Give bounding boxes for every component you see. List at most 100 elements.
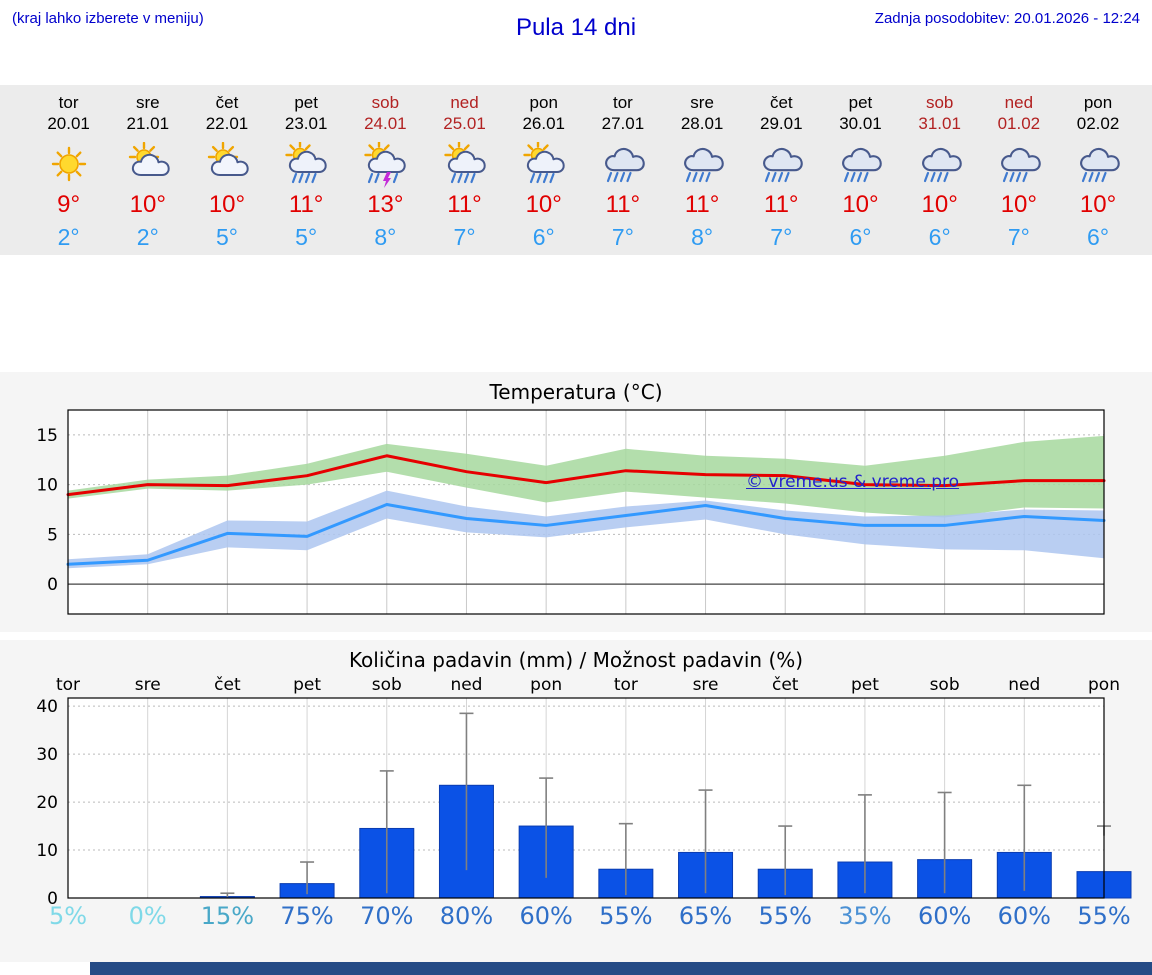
sun-cloud-storm-icon — [357, 139, 413, 188]
day-date: 21.01 — [126, 114, 170, 134]
svg-text:40: 40 — [36, 697, 58, 717]
location-hint: (kraj lahko izberete v meniju) — [12, 10, 204, 27]
precipitation-chart: tor sre čet pet sob ned pon tor sre čet pet sob ned p… — [36, 675, 1132, 930]
partly-cloudy-icon — [120, 141, 176, 188]
forecast-strip: tor 20.01 9° 2° sre 21.01 10° 2° čet 22.01 10° 5° pe… — [0, 85, 1152, 255]
precip-probability: 60% — [998, 902, 1051, 930]
day-name: sob — [925, 93, 954, 112]
precip-probability: 75% — [280, 902, 333, 930]
day-tmax: 10° — [208, 190, 246, 218]
header: (kraj lahko izberete v meniju) Pula 14 d… — [0, 6, 1152, 42]
day-date: 23.01 — [284, 114, 328, 134]
day-tmax: 11° — [684, 190, 720, 218]
day-tmax: 13° — [367, 190, 404, 218]
day-column: sob 24.01 13° 8° — [346, 85, 425, 255]
day-date: 31.01 — [918, 114, 961, 134]
day-date: 20.01 — [47, 114, 90, 134]
precip-probability: 60% — [918, 902, 971, 930]
day-date: 02.02 — [1076, 114, 1120, 134]
day-column: tor 27.01 11° 7° — [583, 85, 662, 255]
partly-cloudy-icon — [199, 141, 255, 188]
day-tmin: 6° — [849, 223, 872, 250]
svg-text:15: 15 — [36, 426, 58, 446]
precip-day-label: ned — [450, 675, 482, 695]
day-tmin: 7° — [453, 223, 476, 250]
cloud-rain-icon — [753, 142, 809, 188]
day-date: 25.01 — [443, 114, 486, 134]
day-name: pet — [294, 93, 318, 112]
precip-day-label: tor — [614, 675, 638, 695]
sun-cloud-rain-icon — [516, 139, 572, 188]
day-column: pet 30.01 10° 6° — [821, 85, 900, 255]
day-column: pet 23.01 11° 5° — [267, 85, 346, 255]
day-column: pon 02.02 10° 6° — [1058, 85, 1137, 255]
cloud-rain-icon — [674, 142, 730, 188]
day-tmax: 10° — [1000, 190, 1037, 218]
day-tmax: 10° — [1079, 190, 1117, 218]
day-tmin: 5° — [295, 223, 318, 250]
day-date: 30.01 — [839, 114, 882, 134]
precip-day-label: ned — [1008, 675, 1040, 695]
precip-day-label: pet — [293, 675, 321, 695]
precip-day-label: pon — [530, 675, 562, 695]
precip-day-label: sob — [372, 675, 402, 695]
day-tmax: 10° — [129, 190, 166, 218]
day-date: 27.01 — [601, 114, 645, 134]
precip-whiskers — [220, 712, 1111, 898]
day-date: 29.01 — [760, 114, 803, 134]
svg-text:20: 20 — [36, 793, 58, 813]
temperature-section: Temperatura (°C) 0 5 10 15 © vreme.us & vre… — [0, 372, 1152, 632]
day-column: sob 31.01 10° 6° — [900, 85, 979, 255]
day-tmin: 6° — [928, 223, 951, 250]
day-tmax: 10° — [525, 190, 562, 218]
day-tmax: 11° — [447, 190, 482, 218]
cloud-rain-icon — [595, 142, 651, 188]
precip-day-label: sob — [930, 675, 960, 695]
sun-cloud-rain-icon — [437, 139, 493, 188]
watermark-link[interactable]: © vreme.us & vreme.pro — [746, 472, 960, 492]
tmin-line — [66, 503, 1106, 566]
precipitation-chart-title: Količina padavin (mm) / Možnost padavin … — [348, 648, 804, 672]
day-tmin: 7° — [611, 223, 634, 250]
precip-probability: 70% — [360, 902, 413, 930]
day-name: čet — [769, 93, 793, 112]
day-name: sre — [690, 93, 714, 112]
day-tmax: 11° — [605, 190, 641, 218]
day-column: čet 29.01 11° 7° — [742, 85, 821, 255]
day-name: ned — [450, 93, 479, 112]
day-tmin: 5° — [215, 223, 238, 250]
precip-probability: 5% — [49, 902, 87, 930]
precip-day-label: pon — [1088, 675, 1120, 695]
day-name: pon — [529, 93, 558, 112]
precip-probability: 55% — [599, 902, 652, 930]
day-column: pon 26.01 10° 6° — [504, 85, 583, 255]
cloud-rain-icon — [832, 142, 888, 188]
day-name: pet — [848, 93, 873, 112]
day-tmin: 6° — [1087, 223, 1110, 250]
footer-bar — [90, 962, 1152, 975]
day-column: čet 22.01 10° 5° — [187, 85, 266, 255]
sun-cloud-rain-icon — [278, 139, 334, 188]
day-name: ned — [1004, 93, 1034, 112]
day-date: 01.02 — [997, 114, 1041, 134]
cloud-rain-icon — [991, 142, 1047, 188]
day-name: tor — [612, 93, 633, 112]
precip-probability: 55% — [1077, 902, 1130, 930]
svg-text:10: 10 — [36, 476, 58, 496]
precip-day-label: tor — [56, 675, 80, 695]
sunny-icon — [41, 142, 97, 188]
day-date: 22.01 — [205, 114, 249, 134]
day-tmin: 7° — [770, 223, 793, 250]
day-name: tor — [58, 93, 79, 112]
cloud-rain-icon — [912, 142, 968, 188]
page-title: Pula 14 dni — [515, 14, 637, 41]
svg-text:5: 5 — [47, 525, 58, 545]
precip-probability: 35% — [838, 902, 891, 930]
day-date: 28.01 — [680, 114, 724, 134]
precip-day-label: sre — [135, 675, 161, 695]
day-tmin: 8° — [691, 223, 714, 250]
last-update: Zadnja posodobitev: 20.01.2026 - 12:24 — [874, 10, 1140, 27]
day-tmin: 7° — [1007, 223, 1030, 250]
day-name: pon — [1083, 93, 1113, 112]
precip-probability: 80% — [440, 902, 493, 930]
